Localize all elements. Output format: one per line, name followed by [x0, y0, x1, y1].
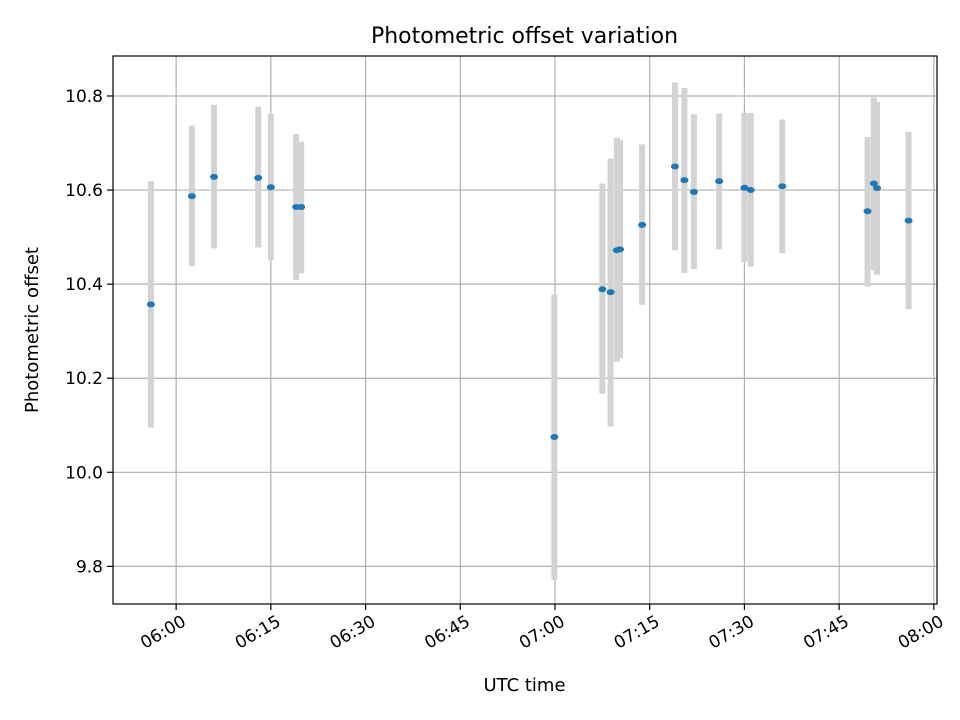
data-point — [740, 184, 749, 191]
data-point — [254, 174, 263, 181]
y-tick-label: 10.0 — [65, 463, 103, 483]
data-point — [616, 246, 625, 253]
data-point — [210, 173, 219, 180]
y-tick-label: 10.6 — [65, 181, 103, 201]
data-point — [638, 221, 647, 228]
data-point — [904, 217, 913, 224]
data-point — [873, 185, 882, 192]
y-axis-ticks: 9.8 10.0 10.2 10.4 10.6 10.8 — [65, 87, 113, 577]
y-tick-label: 10.8 — [65, 87, 103, 107]
data-point — [863, 208, 872, 215]
data-point — [778, 183, 787, 190]
data-point — [670, 163, 679, 170]
data-point — [869, 180, 878, 187]
y-tick-label: 10.2 — [65, 369, 103, 389]
data-point — [146, 301, 155, 308]
chart-title: Photometric offset variation — [371, 24, 678, 49]
data-point — [680, 177, 689, 184]
data-points — [146, 163, 913, 441]
x-axis-label: UTC time — [483, 675, 565, 696]
data-point — [689, 188, 698, 195]
y-axis-label: Photometric offset — [22, 247, 43, 413]
y-tick-label: 9.8 — [76, 557, 103, 577]
data-point — [187, 193, 196, 200]
data-point — [746, 187, 755, 194]
data-point — [606, 289, 615, 296]
data-point — [715, 178, 724, 185]
y-tick-label: 10.4 — [65, 275, 103, 295]
data-point — [297, 203, 306, 210]
plot-frame — [112, 55, 938, 605]
data-point — [550, 434, 559, 441]
data-point — [598, 286, 607, 293]
data-point — [266, 184, 275, 191]
